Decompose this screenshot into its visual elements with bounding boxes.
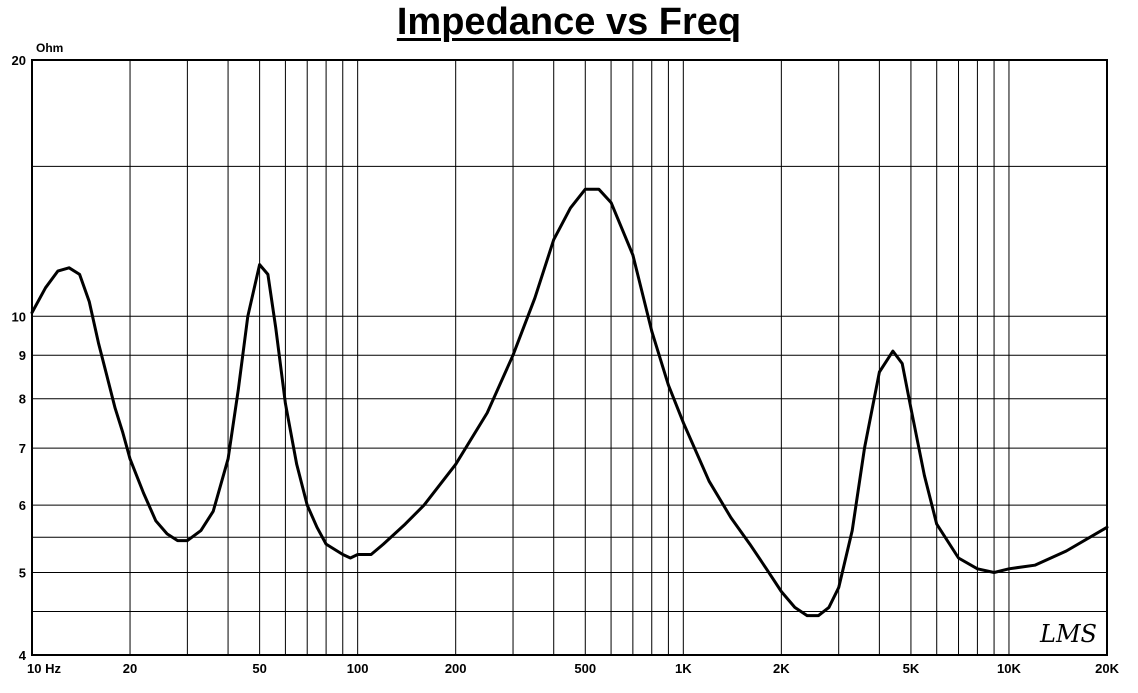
y-tick-label: 6 xyxy=(19,498,26,513)
x-tick-label: 20K xyxy=(1095,661,1119,676)
y-tick-label: 8 xyxy=(19,392,26,407)
chart-title: Impedance vs Freq xyxy=(0,0,1138,44)
y-tick-label: 20 xyxy=(12,53,26,68)
x-tick-label: 20 xyxy=(123,661,137,676)
impedance-curve xyxy=(30,187,1109,618)
x-tick-label: 1K xyxy=(675,661,692,676)
x-tick-label: 10K xyxy=(997,661,1021,676)
x-tick-label: 2K xyxy=(773,661,790,676)
x-tick-label: 50 xyxy=(252,661,266,676)
y-tick-label: 5 xyxy=(19,566,26,581)
y-tick-label: 4 xyxy=(19,648,27,663)
y-tick-label: 9 xyxy=(19,348,26,363)
y-axis-unit-label: Ohm xyxy=(36,41,63,55)
series-group xyxy=(30,187,1109,618)
chart-title-text: Impedance vs Freq xyxy=(396,1,742,43)
x-tick-label: 200 xyxy=(445,661,467,676)
x-tick-label: 5K xyxy=(903,661,920,676)
y-tick-label: 7 xyxy=(19,441,26,456)
plot-area-frame xyxy=(31,59,1108,656)
grid xyxy=(32,60,1107,655)
x-tick-label: 10 Hz xyxy=(27,661,61,676)
x-tick-label: 500 xyxy=(574,661,596,676)
x-tick-label: 100 xyxy=(347,661,369,676)
tick-labels: 10 Hz 20 50 100 200 500 1K 2K 5K 10K 20K 20 10 9 8 7 6 5 4 xyxy=(12,53,1120,676)
y-tick-label: 10 xyxy=(12,309,26,324)
lms-watermark: LMS xyxy=(1039,620,1097,648)
